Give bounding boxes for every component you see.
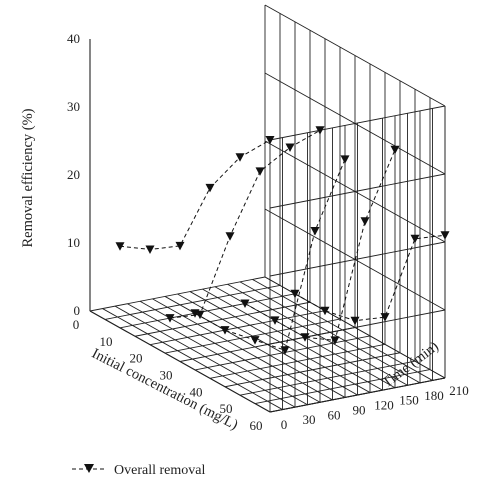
x-tick-label: 10 bbox=[100, 334, 113, 349]
z-axis-label: Removal efficiency (%) bbox=[20, 108, 36, 247]
side-wall-gridline bbox=[269, 173, 446, 209]
floor-gridline bbox=[127, 303, 308, 406]
x-tick-label: 20 bbox=[130, 351, 143, 366]
data-point-marker bbox=[310, 227, 320, 236]
z-tick-label: 0 bbox=[74, 303, 81, 318]
x-axis-label: Initial concentration (mg/L) bbox=[89, 346, 241, 434]
data-point-marker bbox=[330, 336, 340, 345]
data-point-marker bbox=[165, 314, 175, 323]
data-point-marker bbox=[290, 289, 300, 299]
data-point-marker bbox=[270, 316, 280, 325]
z-tick-label: 20 bbox=[67, 167, 80, 182]
series-line bbox=[119, 139, 271, 251]
series-line bbox=[244, 149, 396, 341]
series-line bbox=[294, 234, 446, 322]
side-wall-gridline bbox=[269, 241, 446, 277]
floor-gridline bbox=[152, 298, 333, 401]
y-tick-label: 0 bbox=[281, 417, 288, 432]
data-point-marker bbox=[205, 183, 215, 193]
chart-gridlines bbox=[89, 4, 446, 413]
series-line bbox=[169, 129, 321, 319]
data-point-marker bbox=[390, 145, 400, 155]
z-tick-label: 40 bbox=[67, 31, 80, 46]
data-point-marker bbox=[285, 143, 295, 152]
z-tick-label: 10 bbox=[67, 235, 80, 250]
data-point-marker bbox=[115, 242, 125, 251]
data-point-marker bbox=[175, 241, 185, 251]
data-point-marker bbox=[280, 346, 290, 355]
chart-frame bbox=[89, 39, 446, 413]
y-tick-label: 30 bbox=[303, 412, 316, 427]
legend-marker bbox=[84, 464, 94, 473]
data-point-marker bbox=[225, 232, 235, 241]
y-tick-label: 180 bbox=[424, 388, 444, 403]
y-tick-label: 60 bbox=[328, 407, 341, 422]
data-point-marker bbox=[145, 245, 155, 254]
data-point-marker bbox=[250, 336, 260, 345]
y-tick-label: 120 bbox=[374, 398, 394, 413]
legend: Overall removal bbox=[72, 463, 205, 478]
z-tick-label: 30 bbox=[67, 99, 80, 114]
side-wall-gridline bbox=[269, 105, 446, 141]
y-tick-label: 210 bbox=[449, 383, 469, 398]
series-line bbox=[194, 159, 346, 351]
chart-tick-labels: 0 10 20 30 40 0 10 20 30 40 50 60 0 30 60 90 120 150 180 21… bbox=[67, 31, 469, 433]
y-tick-label: 90 bbox=[353, 402, 366, 417]
data-point-marker bbox=[190, 309, 200, 318]
x-axis-line bbox=[89, 310, 271, 413]
data-point-marker bbox=[300, 333, 310, 342]
data-point-marker bbox=[440, 231, 450, 240]
data-point-marker bbox=[320, 306, 330, 316]
y-tick-label: 150 bbox=[399, 393, 419, 408]
data-point-marker bbox=[195, 310, 205, 320]
x-tick-label: 60 bbox=[250, 418, 263, 433]
x-tick-label: 30 bbox=[160, 368, 173, 383]
legend-label: Overall removal bbox=[114, 463, 205, 478]
x-tick-label: 0 bbox=[73, 317, 80, 332]
data-point-marker bbox=[340, 155, 350, 164]
floor-gridline bbox=[114, 305, 296, 408]
data-point-marker bbox=[315, 126, 325, 135]
data-point-marker bbox=[410, 234, 420, 244]
back-wall-gridline bbox=[264, 4, 446, 107]
side-wall-gridline bbox=[269, 309, 446, 345]
chart-series bbox=[115, 126, 450, 355]
data-point-marker bbox=[350, 316, 360, 326]
data-point-marker bbox=[235, 153, 245, 162]
x-tick-label: 40 bbox=[190, 384, 203, 399]
data-point-marker bbox=[220, 326, 230, 335]
y-axis-line bbox=[269, 377, 446, 413]
data-point-marker bbox=[360, 217, 370, 226]
data-point-marker bbox=[240, 299, 250, 308]
data-point-marker bbox=[380, 313, 390, 322]
x-tick-label: 50 bbox=[220, 401, 233, 416]
data-point-marker bbox=[265, 136, 275, 145]
data-point-marker bbox=[255, 167, 265, 176]
floor-gridline bbox=[102, 308, 283, 410]
